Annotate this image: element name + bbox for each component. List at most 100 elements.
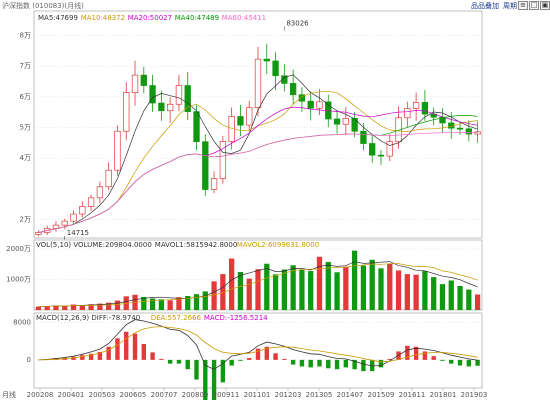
volume-bar [88, 304, 94, 310]
x-axis-tick-label: 201509 [368, 391, 395, 399]
volume-bar [378, 268, 384, 310]
ma-line-40 [38, 115, 478, 233]
candle-body [465, 128, 472, 135]
candle-body [351, 118, 358, 132]
volume-bar [369, 259, 375, 310]
volume-bar [474, 294, 481, 310]
x-axis-tick-label: 201801 [430, 391, 457, 399]
volume-bar [193, 294, 200, 310]
price-annotation: 83026 [286, 19, 309, 27]
ma-legend-label: MA60:45411 [222, 14, 266, 22]
macd-ytick-label: 8000 [13, 318, 31, 326]
candle-body [61, 220, 68, 226]
candle-body [202, 141, 209, 190]
candle-body [79, 206, 86, 215]
macd-legend-label: MACD(12,26,9) DIFF:-78.9740 [36, 314, 140, 322]
volume-bar [351, 250, 358, 310]
volume-bar [334, 272, 340, 310]
volume-bar [448, 280, 454, 310]
candle-body [307, 100, 314, 109]
volume-bar [466, 289, 472, 310]
candle-body [114, 130, 121, 171]
volume-bar [308, 271, 314, 310]
volume-bar [79, 305, 85, 310]
volume-bar [97, 303, 103, 310]
x-axis-tick-label: 200809 [182, 391, 209, 399]
volume-bar [299, 269, 305, 310]
x-axis-tick-label: 201101 [244, 391, 271, 399]
macd-diff-line [38, 319, 478, 370]
x-axis-tick-label: 201305 [306, 391, 333, 399]
volume-bar [360, 265, 367, 310]
chart-title: 沪深指数 (010083)(月线) [2, 2, 84, 10]
volume-bar [264, 263, 270, 310]
candle-body [131, 74, 139, 93]
ma-legend-label: MA20:50027 [128, 14, 172, 22]
price-panel-frame [33, 10, 483, 239]
candle-body [289, 83, 297, 96]
candle-body [35, 232, 42, 235]
x-axis-tick-label: 200605 [120, 391, 147, 399]
x-axis-tick-label: 201203 [275, 391, 302, 399]
price-ytick-label: 8万 [20, 32, 31, 40]
candle-body [237, 116, 244, 126]
candle-body [369, 143, 376, 156]
candle-body [193, 111, 200, 143]
add-product-button[interactable]: 品品叠加 [471, 2, 499, 10]
volume-bar [413, 274, 419, 310]
volume-bar [325, 261, 331, 310]
price-ytick-label: 5万 [20, 124, 31, 132]
x-axis-tick-label: 201611 [399, 391, 426, 399]
candle-body [246, 107, 253, 126]
candle-body [123, 92, 130, 132]
volume-bar [149, 298, 156, 310]
volume-bar [211, 281, 217, 310]
volume-bar [35, 306, 42, 310]
candle-body [184, 85, 191, 112]
candle-body [333, 118, 341, 125]
volume-bar [457, 285, 463, 310]
x-axis-start-label: 月线 [2, 390, 16, 399]
volume-legend-label: MAVOL1:5815942.8000 [155, 241, 237, 249]
volume-bar [185, 296, 191, 310]
volume-bar [422, 271, 428, 310]
volume-ma-line-5 [38, 261, 478, 308]
candle-body [70, 213, 77, 222]
x-axis-tick-label: 200401 [58, 391, 85, 399]
volume-bar [237, 271, 244, 310]
candle-body [412, 102, 420, 109]
candle-body [105, 169, 112, 188]
x-axis-tick-label: 201407 [337, 391, 364, 399]
window-icon[interactable]: □ [529, 1, 539, 10]
price-ytick-label: 2万 [20, 216, 31, 224]
cycle-button[interactable]: 周期 [503, 2, 517, 10]
list-view-icon[interactable]: ≡ [518, 1, 528, 10]
volume-bar [431, 277, 437, 310]
macd-legend-label: DEA:557.2666 [151, 314, 202, 322]
candle-body [175, 85, 183, 105]
volume-bar [343, 266, 349, 310]
price-ytick-label: 6万 [20, 93, 31, 101]
ma-legend-label: MA10:48372 [81, 14, 125, 22]
volume-legend-label: MAVOL2:6099631.8000 [237, 241, 319, 249]
ma-line-60 [38, 132, 478, 233]
volume-bar [114, 300, 121, 310]
volume-bar [255, 269, 261, 310]
price-ytick-label: 7万 [20, 62, 31, 70]
volume-bar [246, 278, 252, 310]
volume-bar [290, 265, 296, 310]
volume-bar [158, 299, 165, 310]
ma-line-5 [38, 74, 478, 233]
volume-bar [141, 296, 147, 310]
candle-body [210, 178, 218, 190]
candle-body [298, 94, 306, 102]
volume-bar [272, 274, 279, 310]
volume-bar [220, 274, 226, 310]
x-axis-tick-label: 200503 [89, 391, 116, 399]
macd-dea-line [38, 326, 478, 363]
x-axis-tick-label: 200911 [213, 391, 240, 399]
volume-bar [316, 256, 323, 310]
volume-bar [167, 300, 173, 310]
candle-body [254, 58, 262, 108]
